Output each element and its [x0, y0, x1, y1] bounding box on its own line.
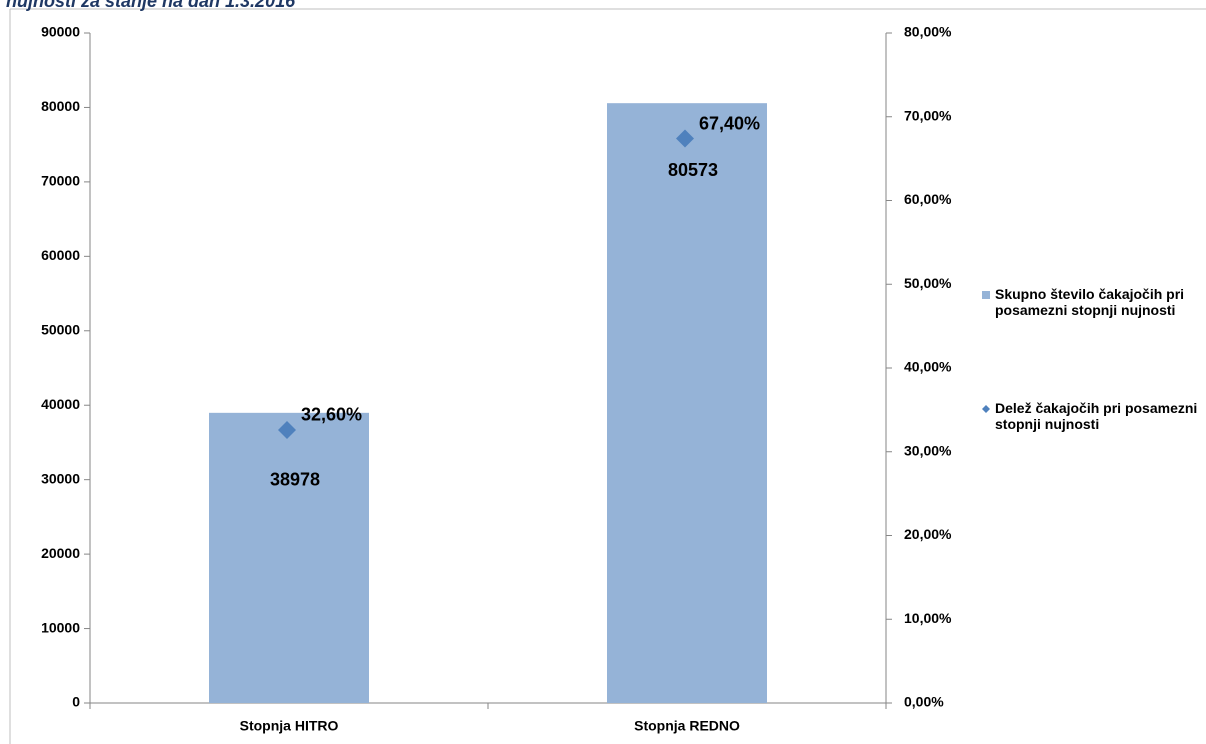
marker	[278, 420, 296, 439]
legend-swatch	[982, 291, 990, 299]
y-tick-label: 80000	[41, 98, 80, 114]
y-tick-label: 10000	[41, 619, 80, 635]
bar-value-label: 38978	[270, 470, 320, 490]
y2-tick-label: 30,00%	[904, 442, 952, 458]
y-tick-label: 90000	[41, 24, 80, 40]
bar-value-label: 80573	[668, 160, 718, 180]
marker-value-label: 32,60%	[301, 405, 362, 425]
x-tick-label: Stopnja HITRO	[240, 718, 339, 734]
bar	[209, 412, 369, 703]
y-tick-label: 0	[72, 694, 80, 710]
y2-tick-label: 10,00%	[904, 610, 952, 626]
y2-tick-label: 0,00%	[904, 694, 944, 710]
y2-tick-label: 80,00%	[904, 24, 952, 40]
legend-label: Skupno število čakajočih pri posamezni s…	[995, 286, 1185, 318]
marker-value-label: 67,40%	[699, 113, 760, 133]
x-tick-label: Stopnja REDNO	[634, 718, 740, 734]
y-tick-label: 40000	[41, 396, 80, 412]
y-tick-label: 50000	[41, 321, 80, 337]
y2-tick-label: 50,00%	[904, 275, 952, 291]
y2-tick-label: 60,00%	[904, 191, 952, 207]
y-tick-label: 30000	[41, 470, 80, 486]
legend-item: Delež čakajočih pri posamezni stopnji nu…	[982, 400, 1206, 432]
marker	[676, 129, 694, 148]
y2-tick-label: 70,00%	[904, 107, 952, 123]
y-tick-label: 20000	[41, 545, 80, 561]
chart-title: nujnosti za stanje na dan 1.3.2016	[6, 0, 296, 11]
bar	[607, 103, 767, 704]
y2-tick-label: 40,00%	[904, 359, 952, 375]
y-tick-label: 60000	[41, 247, 80, 263]
legend-swatch	[982, 405, 990, 413]
y2-tick-label: 20,00%	[904, 526, 952, 542]
y-tick-label: 70000	[41, 173, 80, 189]
legend-item: Skupno število čakajočih pri posamezni s…	[982, 286, 1206, 318]
legend-label: Delež čakajočih pri posamezni stopnji nu…	[995, 400, 1198, 432]
